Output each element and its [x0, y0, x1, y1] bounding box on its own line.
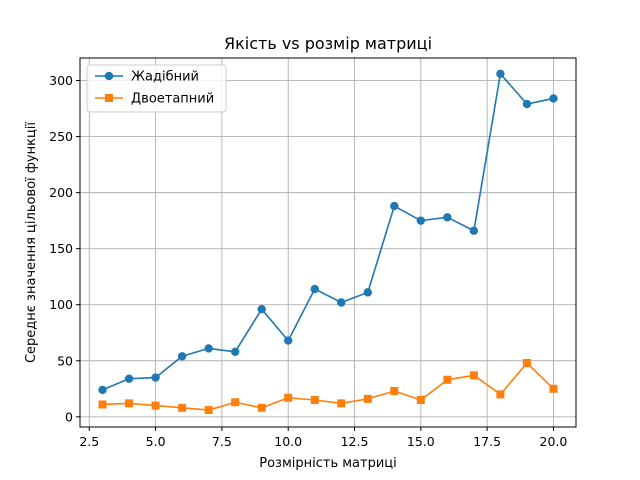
data-point — [204, 344, 213, 353]
series-line — [102, 73, 554, 391]
y-tick-label: 150 — [49, 241, 73, 256]
data-point — [310, 395, 319, 404]
data-point — [98, 400, 107, 409]
series-2 — [98, 358, 558, 415]
x-tick-label: 5.0 — [146, 434, 166, 449]
x-axis-label: Розмірність матриці — [259, 456, 397, 471]
data-point — [284, 336, 293, 345]
data-point — [231, 398, 240, 407]
grid — [80, 58, 576, 427]
data-point — [443, 213, 452, 222]
data-point — [257, 403, 266, 412]
data-point — [496, 69, 505, 79]
y-tick-label: 250 — [49, 129, 73, 144]
data-point — [522, 358, 531, 367]
data-point — [125, 399, 134, 408]
y-axis-label: Середнє значення цільової функції — [24, 122, 39, 363]
y-tick-label: 300 — [49, 73, 73, 88]
data-point — [522, 99, 532, 109]
y-tick-label: 100 — [49, 297, 73, 312]
data-point — [549, 384, 558, 393]
data-point — [230, 347, 240, 356]
x-tick-label: 10.0 — [274, 434, 302, 449]
legend-marker — [104, 71, 114, 81]
data-point — [151, 373, 160, 382]
data-point — [390, 201, 399, 211]
chart-title: Якість vs розмір матриці — [224, 34, 432, 53]
data-point — [284, 393, 293, 402]
y-tick-label: 0 — [65, 409, 73, 424]
data-point — [416, 216, 426, 225]
data-point — [98, 385, 107, 395]
data-point — [178, 403, 187, 412]
legend: Жадібний Двоетапний — [86, 64, 227, 113]
data-point — [416, 395, 425, 404]
data-point — [469, 226, 479, 235]
series-layer — [98, 69, 558, 415]
legend-label: Жадібний — [131, 70, 199, 85]
data-point — [390, 387, 399, 396]
data-point — [177, 352, 187, 361]
data-point — [310, 284, 319, 294]
x-tick-label: 12.5 — [341, 434, 369, 449]
data-point — [443, 375, 452, 384]
legend-marker — [105, 94, 113, 102]
series-line — [102, 362, 555, 411]
data-point — [337, 399, 346, 408]
y-tick-label: 200 — [49, 185, 73, 200]
x-tick-label: 20.0 — [540, 434, 568, 449]
series-1 — [98, 69, 558, 395]
legend-entry-1: Жадібний — [95, 70, 199, 85]
x-tick-label: 7.5 — [212, 434, 232, 449]
plot-frame — [79, 57, 577, 428]
data-point — [363, 288, 372, 297]
data-point — [204, 406, 213, 415]
x-axis: 2.5 5.0 7.5 10.0 12.5 15.0 17.5 20.0 — [79, 427, 567, 449]
legend-entries: Жадібний Двоетапний — [95, 70, 214, 107]
data-point — [124, 374, 134, 383]
data-point — [469, 371, 478, 380]
x-tick-label: 2.5 — [79, 434, 99, 449]
data-point — [257, 304, 266, 314]
legend-entry-2: Двоетапний — [95, 92, 214, 107]
x-tick-label: 15.0 — [407, 434, 435, 449]
y-axis: 0 50 100 150 200 250 300 — [49, 73, 80, 424]
data-point — [363, 394, 372, 403]
data-point — [549, 94, 558, 103]
data-point — [151, 401, 160, 410]
x-tick-label: 17.5 — [473, 434, 501, 449]
legend-label: Двоетапний — [131, 92, 214, 107]
y-tick-label: 50 — [57, 353, 73, 368]
data-point — [337, 298, 346, 307]
data-point — [496, 390, 505, 399]
